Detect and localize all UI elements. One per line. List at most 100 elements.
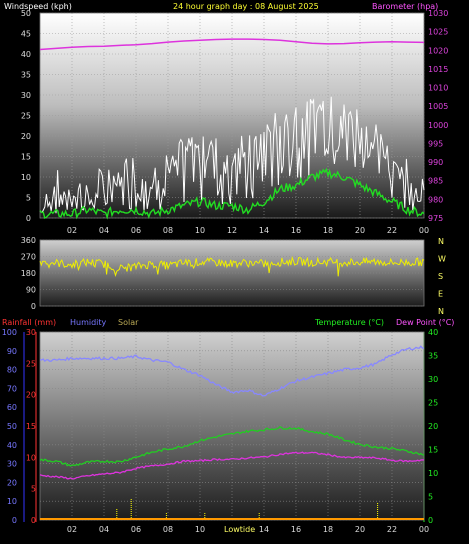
graph-title: 24 hour graph day : 08 August 2025 [173, 2, 319, 11]
wind-x-tick-label: 08 [163, 226, 173, 235]
temp-x-tick-label: 10 [195, 525, 205, 534]
temp-tick-label: 25 [428, 399, 438, 408]
baro-tick-label: 995 [428, 139, 443, 148]
winddir-tick-label: 270 [21, 253, 36, 262]
temp-x-tick-label: 14 [259, 525, 269, 534]
humidity-tick-label: 80 [7, 366, 17, 375]
compass-label: E [438, 290, 443, 299]
temp-x-tick-label: 22 [387, 525, 397, 534]
baro-tick-label: 975 [428, 214, 443, 223]
rain-tick-label: 30 [26, 328, 36, 337]
wind-x-tick-label: 18 [323, 226, 333, 235]
temp-x-tick-label: 20 [355, 525, 365, 534]
wind-tick-label: 35 [21, 71, 31, 80]
winddir-tick-label: 180 [21, 269, 36, 278]
temp-tick-label: 5 [428, 493, 433, 502]
winddir-tick-label: 90 [26, 286, 36, 295]
baro-tick-label: 1015 [428, 65, 448, 74]
temp-tick-label: 40 [428, 328, 438, 337]
legend-solar: Solar [118, 318, 139, 327]
rain-tick-label: 0 [31, 516, 36, 525]
temp-tick-label: 15 [428, 446, 438, 455]
wind-x-tick-label: 04 [99, 226, 109, 235]
baro-tick-label: 1020 [428, 46, 448, 55]
rain-tick-label: 15 [26, 422, 36, 431]
wind-tick-label: 0 [26, 214, 31, 223]
winddir-series [39, 255, 425, 278]
baro-tick-label: 1030 [428, 9, 448, 18]
wind-tick-label: 5 [26, 194, 31, 203]
wind-x-tick-label: 14 [259, 226, 269, 235]
winddir-tick-label: 0 [31, 302, 36, 311]
temp-x-tick-label: 18 [323, 525, 333, 534]
wind-tick-label: 25 [21, 112, 31, 121]
wind-x-tick-label: 02 [67, 226, 77, 235]
wind-frame [39, 12, 425, 219]
baro-tick-label: 980 [428, 195, 443, 204]
temp-tick-label: 35 [428, 352, 438, 361]
baro-tick-label: 1010 [428, 84, 448, 93]
rain-tick-label: 20 [26, 391, 36, 400]
windspeed-label: Windspeed (kph) [4, 2, 72, 11]
baro-tick-label: 1005 [428, 102, 448, 111]
temp-x-tick-label: 00 [419, 525, 429, 534]
humidity-tick-label: 90 [7, 347, 17, 356]
temperature-line [39, 426, 425, 467]
wind-x-tick-label: 22 [387, 226, 397, 235]
compass-label: N [438, 307, 444, 316]
baro-tick-label: 990 [428, 158, 443, 167]
humidity-tick-label: 60 [7, 403, 17, 412]
wind-series [39, 38, 425, 220]
humidity-tick-label: 10 [7, 497, 17, 506]
wind-x-tick-label: 20 [355, 226, 365, 235]
legend-rainfall: Rainfall (mm) [2, 318, 56, 327]
wind-x-tick-label: 06 [131, 226, 141, 235]
winddir-tick-label: 360 [21, 236, 36, 245]
humidity-tick-label: 0 [12, 516, 17, 525]
compass-label: S [438, 272, 443, 281]
wind-average-line [39, 167, 425, 220]
barometer-line [39, 38, 425, 51]
humidity-tick-label: 30 [7, 460, 17, 469]
wind-x-tick-label: 10 [195, 226, 205, 235]
temp-x-tick-label: 02 [67, 525, 77, 534]
humidity-line [40, 345, 424, 397]
temp-tick-label: 0 [428, 516, 433, 525]
baro-tick-label: 1000 [428, 121, 448, 130]
wind-x-tick-label: 16 [291, 226, 301, 235]
temp-x-tick-label: 06 [131, 525, 141, 534]
wind-direction-line [39, 255, 425, 278]
temp-tick-label: 10 [428, 469, 438, 478]
humidity-tick-label: 100 [2, 328, 17, 337]
temp-x-tick-label: 16 [291, 525, 301, 534]
rain-tick-label: 5 [31, 485, 36, 494]
windspeed-line [39, 96, 425, 214]
temp-x-tick-label: 08 [163, 525, 173, 534]
baro-tick-label: 1025 [428, 28, 448, 37]
barometer-label: Barometer (hpa) [372, 2, 438, 11]
legend-temperature: Temperature (°C) [314, 318, 384, 327]
humidity-tick-label: 20 [7, 478, 17, 487]
rain-tick-label: 25 [26, 359, 36, 368]
wind-tick-label: 15 [21, 153, 31, 162]
humidity-tick-label: 50 [7, 422, 17, 431]
wind-tick-label: 30 [21, 91, 31, 100]
compass-label: W [438, 255, 446, 264]
wind-x-tick-label: 12 [227, 226, 237, 235]
humidity-tick-label: 70 [7, 384, 17, 393]
wind-tick-label: 45 [21, 30, 31, 39]
wind-tick-label: 40 [21, 50, 31, 59]
legend-dewpoint: Dew Point (°C) [396, 318, 454, 327]
temp-series [39, 345, 425, 520]
temp-tick-label: 20 [428, 422, 438, 431]
dewpoint-line [39, 451, 425, 480]
compass-label: N [438, 237, 444, 246]
legend-humidity: Humidity [70, 318, 107, 327]
winddir-frame [39, 239, 425, 307]
baro-tick-label: 985 [428, 177, 443, 186]
rain-tick-label: 10 [26, 453, 36, 462]
humidity-tick-label: 40 [7, 441, 17, 450]
lowtide-annotation: Lowtide [224, 525, 255, 534]
wind-tick-label: 10 [21, 173, 31, 182]
